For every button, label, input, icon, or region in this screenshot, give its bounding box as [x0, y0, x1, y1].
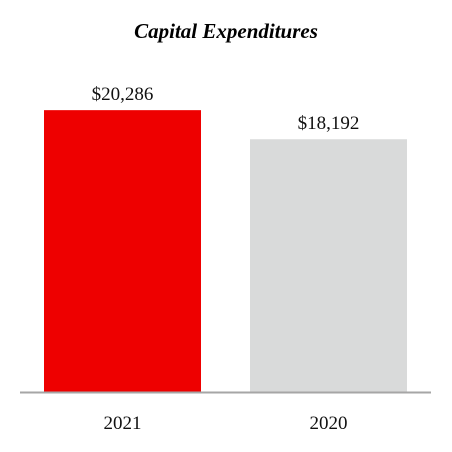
x-tick-label-2021: 2021	[104, 413, 142, 434]
bar-2021	[44, 110, 201, 392]
bar-2020	[250, 139, 407, 392]
labels-group: $20,286 2021 $18,192 2020	[92, 84, 360, 434]
x-tick-label-2020: 2020	[310, 413, 348, 434]
bars-group	[44, 110, 407, 392]
value-label-2021: $20,286	[92, 84, 154, 105]
chart-title: Capital Expenditures	[134, 19, 318, 43]
value-label-2020: $18,192	[298, 113, 360, 134]
